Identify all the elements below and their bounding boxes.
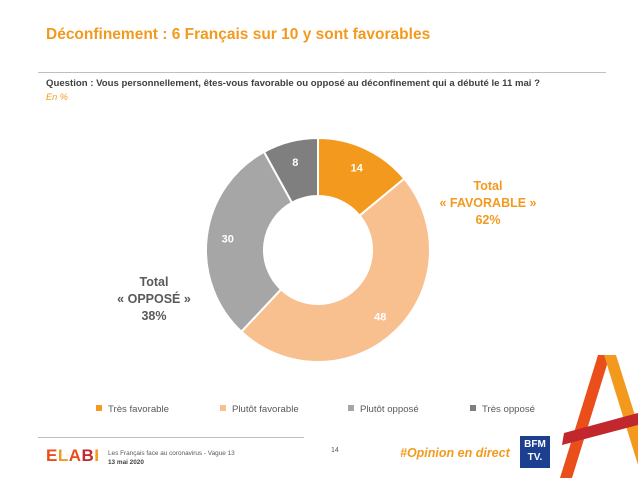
total-favorable-value: 62% (475, 213, 501, 227)
total-oppose-heading: Total (139, 275, 169, 289)
donut-slice-3 (205, 150, 294, 334)
legend-item-2: Plutôt favorable (220, 404, 299, 415)
bfm-logo-line1: BFM (524, 439, 546, 450)
legend-label-1: Très favorable (108, 404, 169, 415)
legend-label-3: Plutôt opposé (360, 404, 419, 415)
donut-slice-4 (262, 136, 319, 205)
footer-divider (38, 437, 304, 438)
page-number: 14 (331, 447, 339, 454)
total-oppose: Total « OPPOSÉ » 38% (96, 274, 212, 325)
chart-legend: Très favorable Plutôt favorable Plutôt opp… (0, 404, 638, 418)
hashtag: #Opinion en direct (400, 446, 510, 460)
legend-item-1: Très favorable (96, 404, 169, 415)
total-oppose-value: 38% (141, 309, 167, 323)
legend-swatch-1 (96, 405, 102, 411)
donut-slice-2 (239, 177, 431, 363)
total-favorable-heading: Total (473, 179, 503, 193)
page-title: Déconfinement : 6 Français sur 10 y sont… (46, 26, 431, 43)
total-favorable-label: « FAVORABLE » (439, 196, 537, 210)
donut-value-label-3: 30 (222, 234, 234, 246)
footer-survey-info: Les Français face au coronavirus - Vague… (108, 449, 235, 467)
legend-item-3: Plutôt opposé (348, 404, 419, 415)
bfm-tv-logo: BFM TV. (520, 436, 550, 468)
svg-text:ELABE: ELABE (46, 446, 98, 464)
donut-value-label-1: 14 (351, 163, 364, 175)
donut-value-label-2: 48 (374, 311, 386, 323)
total-favorable: Total « FAVORABLE » 62% (430, 178, 546, 229)
survey-question: Question : Vous personnellement, êtes-vo… (46, 78, 540, 89)
legend-item-4: Très opposé (470, 404, 535, 415)
legend-label-4: Très opposé (482, 404, 535, 415)
legend-swatch-4 (470, 405, 476, 411)
elabe-a-graphic (560, 355, 638, 478)
legend-swatch-3 (348, 405, 354, 411)
elabe-logo: ELABE (46, 446, 98, 464)
top-divider (38, 72, 606, 73)
legend-swatch-2 (220, 405, 226, 411)
footer-date: 13 mai 2020 (108, 459, 144, 466)
bfm-logo-line2: TV. (527, 452, 543, 463)
unit-label: En % (46, 92, 68, 102)
total-oppose-label: « OPPOSÉ » (117, 292, 191, 306)
donut-value-label-4: 8 (292, 157, 298, 169)
footer-survey-name: Les Français face au coronavirus - Vague… (108, 450, 235, 457)
legend-label-2: Plutôt favorable (232, 404, 299, 415)
